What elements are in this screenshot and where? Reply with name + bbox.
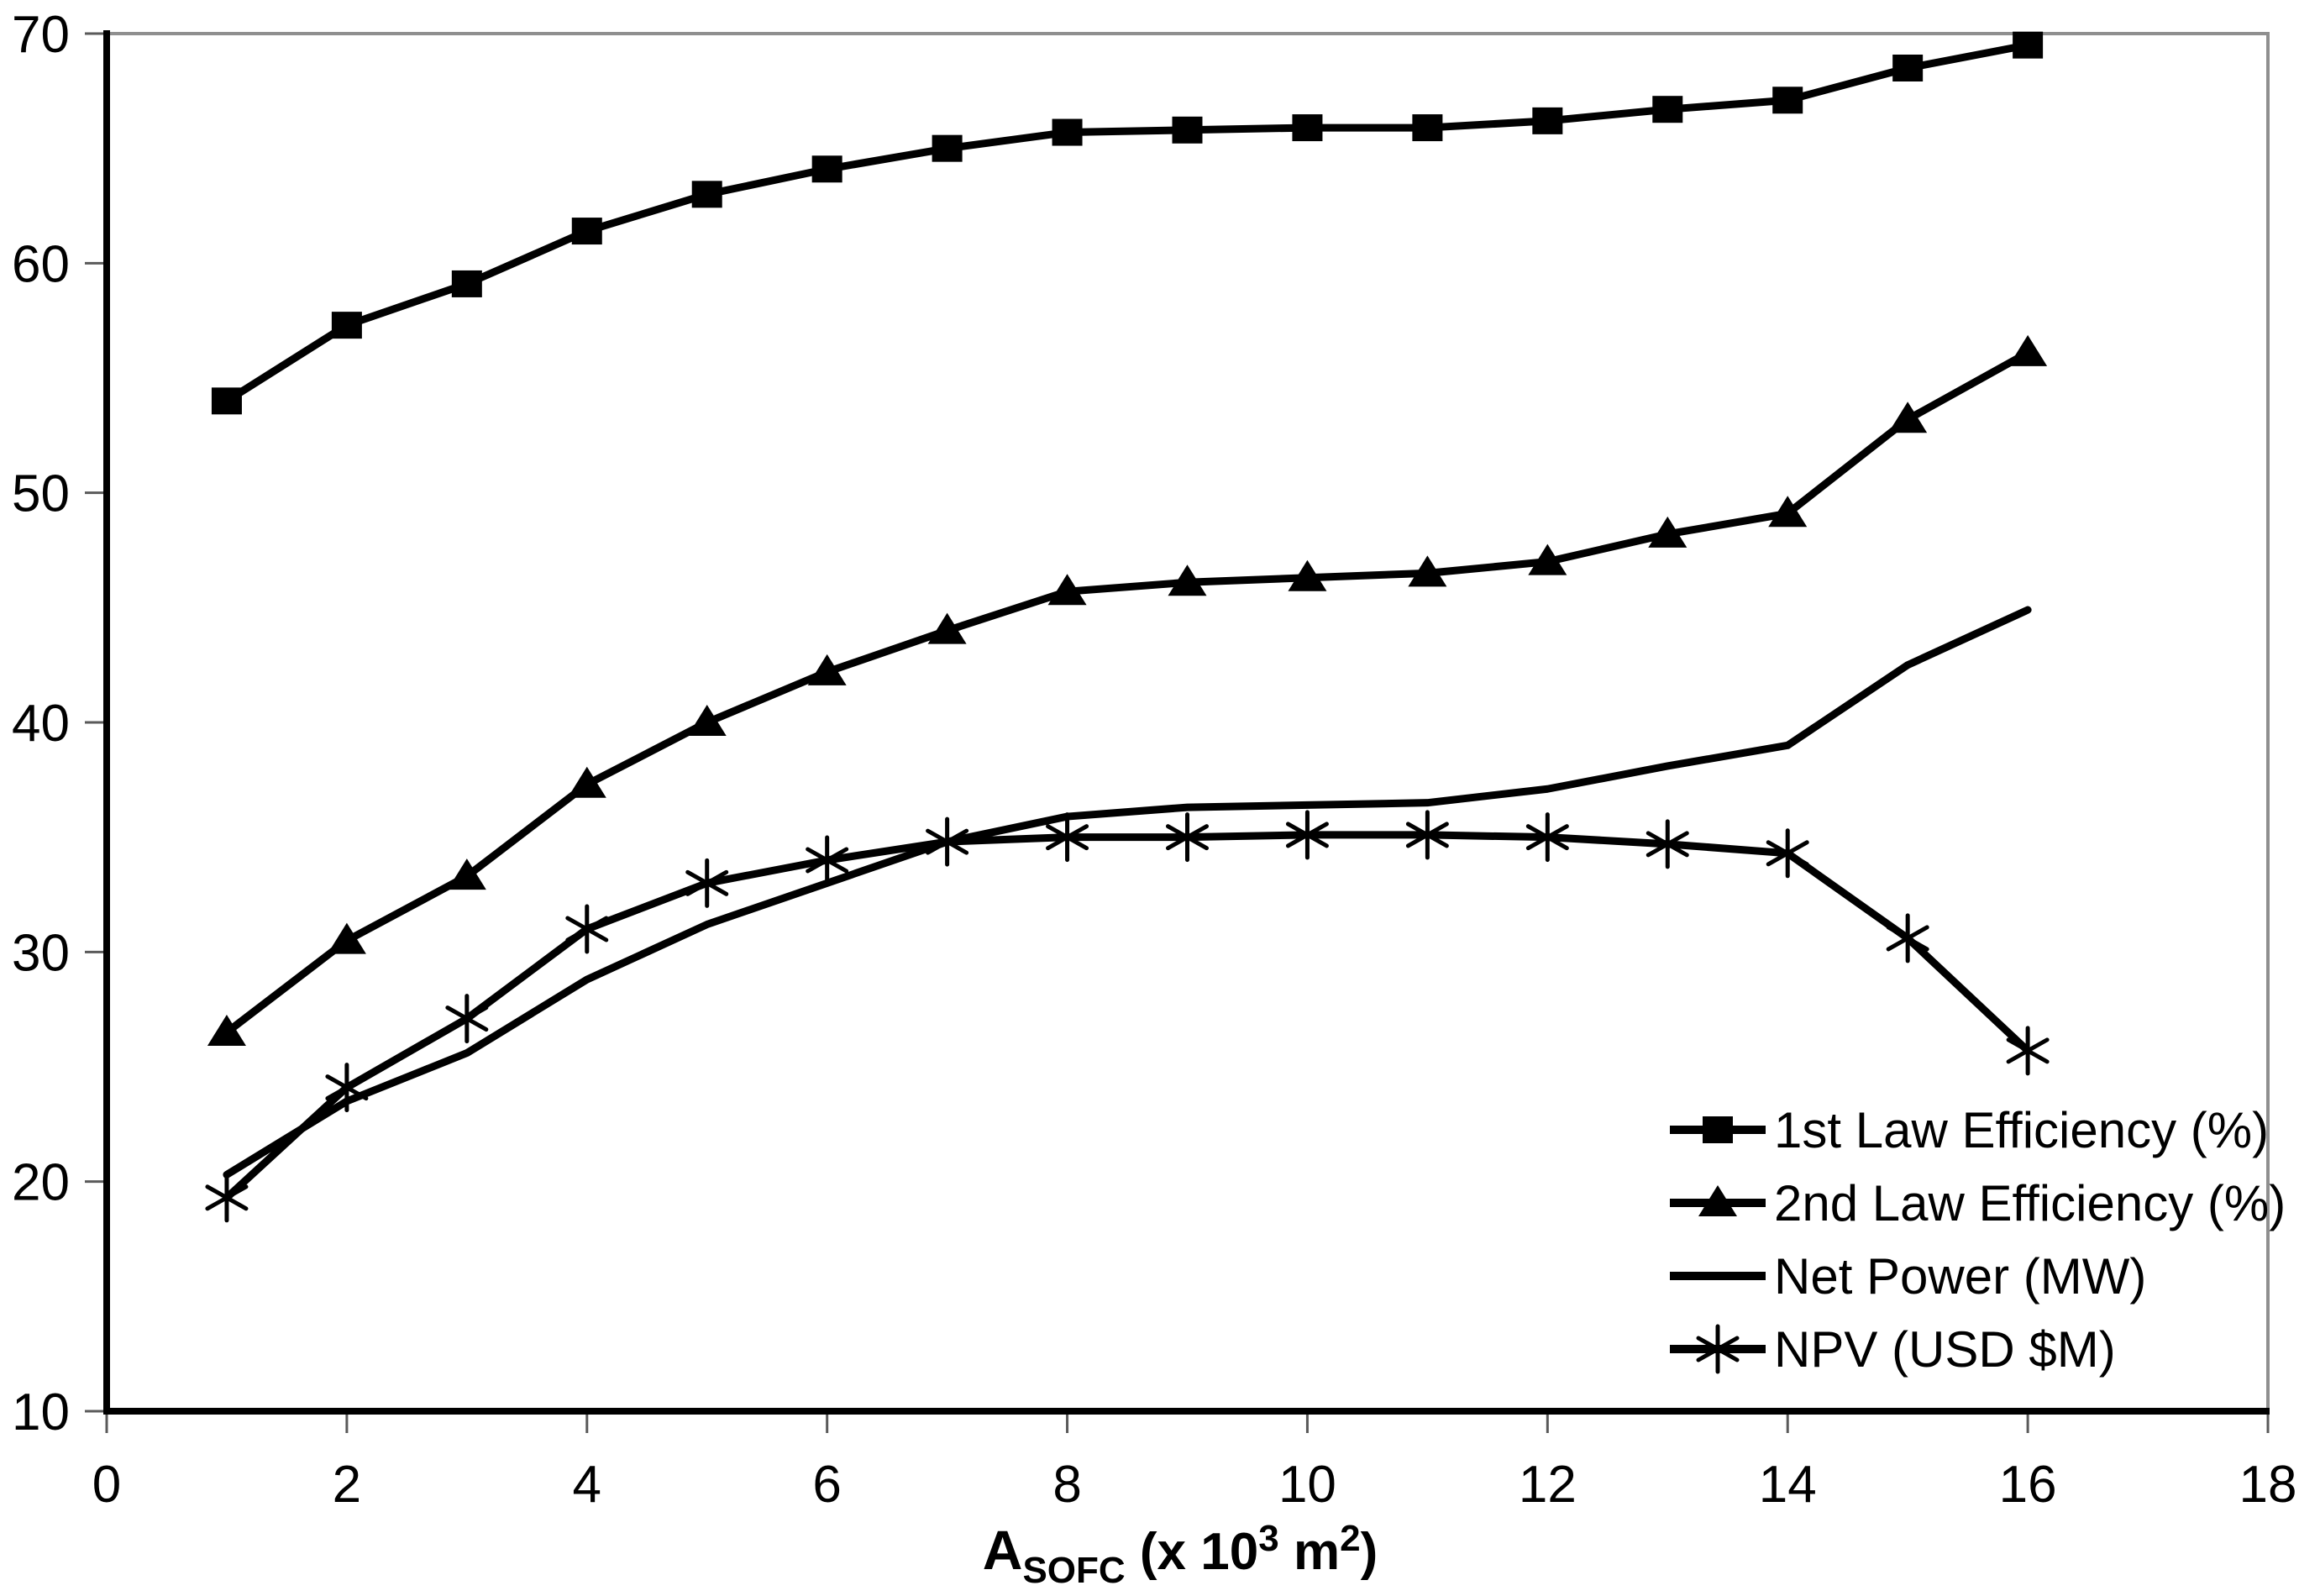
- x-axis-title: ASOFC (x 103 m2): [983, 1518, 1378, 1591]
- y-tick-label: 50: [12, 465, 70, 523]
- series-line: [223, 349, 2032, 1037]
- y-tick-label: 10: [12, 1383, 70, 1441]
- series-line: [223, 606, 2032, 1179]
- triangle-marker: [1648, 516, 1688, 548]
- legend-label: 2nd Law Efficiency (%): [1774, 1175, 2286, 1231]
- square-marker: [2013, 31, 2044, 59]
- series-2nd-law-efficiency: [207, 334, 2048, 1046]
- x-axis: 0 2 4 6 8 10 12 14 16 18: [92, 1411, 2297, 1514]
- asterisk-marker: [1285, 810, 1329, 860]
- y-tick-label: 60: [12, 235, 70, 293]
- legend-item-npv-usd-m: NPV (USD $M): [1670, 1321, 2116, 1378]
- legend-label: NPV (USD $M): [1774, 1321, 2116, 1378]
- asterisk-marker: [1696, 1324, 1740, 1374]
- asterisk-marker: [1766, 828, 1809, 879]
- series-net-power-mw: [223, 606, 2032, 1179]
- triangle-marker: [1408, 555, 1447, 587]
- y-tick-label: 30: [12, 924, 70, 982]
- asterisk-marker: [565, 904, 609, 954]
- triangle-marker: [927, 612, 967, 644]
- triangle-marker: [1698, 1185, 1737, 1216]
- asterisk-marker: [1166, 812, 1209, 863]
- square-marker: [1172, 116, 1203, 144]
- asterisk-marker: [325, 1063, 369, 1113]
- square-marker: [331, 312, 362, 339]
- square-marker: [1412, 114, 1443, 142]
- asterisk-marker: [205, 1173, 249, 1223]
- square-marker: [811, 155, 842, 183]
- square-marker: [1892, 55, 1924, 81]
- triangle-marker: [1047, 574, 1087, 606]
- triangle-marker: [1528, 543, 1567, 575]
- x-tick-label: 0: [92, 1456, 121, 1514]
- legend-label: Net Power (MW): [1774, 1248, 2146, 1305]
- x-tick-label: 2: [333, 1456, 361, 1514]
- legend-item-1st-law-efficiency: 1st Law Efficiency (%): [1670, 1102, 2269, 1158]
- asterisk-marker: [2006, 1026, 2050, 1076]
- triangle-marker: [327, 922, 366, 954]
- y-axis: 10 20 30 40 50 60 70: [12, 6, 107, 1441]
- square-marker: [932, 134, 963, 162]
- asterisk-marker: [445, 994, 489, 1044]
- x-tick-label: 6: [812, 1456, 841, 1514]
- triangle-marker: [1768, 496, 1808, 528]
- square-marker: [1532, 107, 1563, 134]
- series-npv-usd-m: [205, 810, 2050, 1223]
- asterisk-marker: [1886, 913, 1929, 963]
- x-tick-label: 8: [1052, 1456, 1081, 1514]
- triangle-marker: [1168, 564, 1207, 596]
- square-marker: [1292, 114, 1323, 142]
- legend-item-net-power-mw: Net Power (MW): [1670, 1248, 2146, 1305]
- x-tick-label: 4: [573, 1456, 601, 1514]
- square-marker: [571, 218, 602, 245]
- x-tick-label: 12: [1519, 1456, 1577, 1514]
- triangle-marker: [1288, 559, 1327, 591]
- triangle-marker: [2008, 334, 2048, 366]
- asterisk-marker: [926, 816, 969, 867]
- asterisk-marker: [1046, 812, 1089, 863]
- asterisk-marker: [1405, 810, 1449, 860]
- square-marker: [211, 387, 242, 415]
- series-line: [223, 41, 2032, 405]
- square-marker: [1703, 1116, 1733, 1143]
- square-marker: [1052, 118, 1083, 146]
- y-tick-label: 70: [12, 6, 70, 64]
- square-marker: [691, 181, 722, 208]
- triangle-marker: [567, 766, 606, 798]
- legend-label: 1st Law Efficiency (%): [1774, 1102, 2269, 1158]
- triangle-marker: [447, 858, 486, 890]
- triangle-marker: [807, 654, 847, 685]
- x-tick-label: 14: [1759, 1456, 1817, 1514]
- legend-item-2nd-law-efficiency: 2nd Law Efficiency (%): [1670, 1175, 2286, 1231]
- y-tick-label: 40: [12, 695, 70, 753]
- x-tick-label: 10: [1278, 1456, 1336, 1514]
- triangle-marker: [207, 1015, 246, 1046]
- x-tick-label: 18: [2239, 1456, 2297, 1514]
- square-marker: [1652, 96, 1683, 123]
- asterisk-marker: [806, 835, 849, 885]
- series-line: [223, 831, 2032, 1202]
- y-tick-label: 20: [12, 1154, 70, 1212]
- square-marker: [451, 270, 482, 297]
- series-1st-law-efficiency: [211, 31, 2044, 415]
- asterisk-marker: [1646, 819, 1689, 869]
- x-tick-label: 16: [1999, 1456, 2057, 1514]
- square-marker: [1772, 87, 1803, 114]
- asterisk-marker: [685, 858, 729, 908]
- triangle-marker: [1888, 402, 1928, 433]
- asterisk-marker: [1525, 812, 1569, 863]
- triangle-marker: [687, 705, 727, 736]
- legend: 1st Law Efficiency (%) 2nd Law Efficiency…: [1670, 1102, 2286, 1378]
